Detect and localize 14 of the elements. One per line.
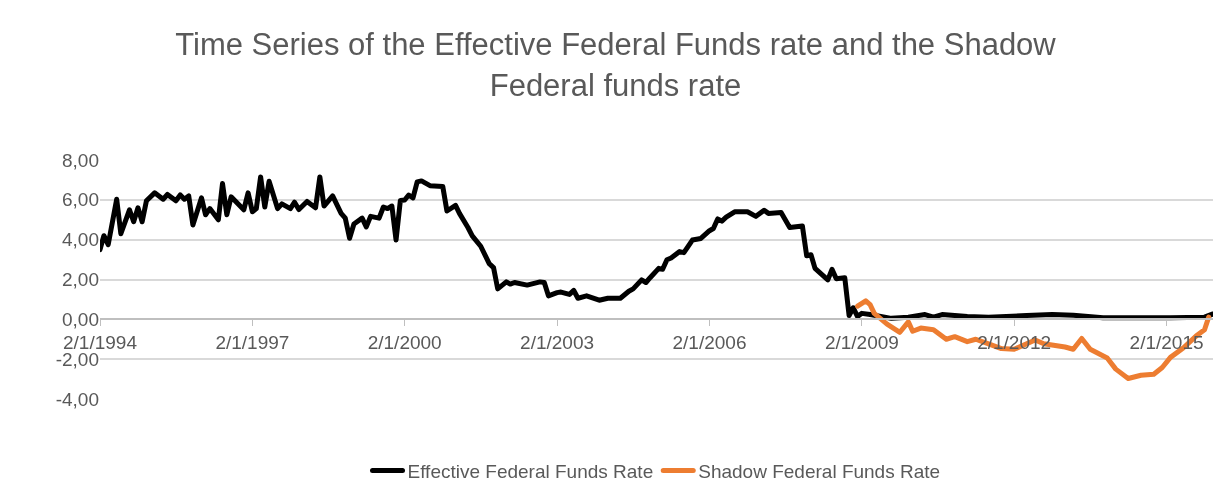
y-tick-label: 0,00 <box>62 308 99 330</box>
legend-label: Effective Federal Funds Rate <box>407 460 654 482</box>
x-tick-label: 2/1/2000 <box>367 331 442 353</box>
x-tick-label: 2/1/2003 <box>520 331 595 353</box>
y-tick-label: 8,00 <box>62 149 99 171</box>
chart-title: Time Series of the Effective Federal Funds rate and the Shadow Federal funds rate <box>175 27 1057 103</box>
y-tick-label: 4,00 <box>62 229 99 251</box>
y-tick-label: 2,00 <box>62 269 99 291</box>
legend-label: Shadow Federal Funds Rate <box>698 460 941 482</box>
x-tick-label: 2/1/2006 <box>672 331 747 353</box>
x-tick-label: 2/1/2009 <box>824 331 899 353</box>
x-tick-label: 2/1/1997 <box>215 331 290 353</box>
y-tick-label: -4,00 <box>55 388 99 410</box>
y-tick-label: 6,00 <box>62 189 99 211</box>
